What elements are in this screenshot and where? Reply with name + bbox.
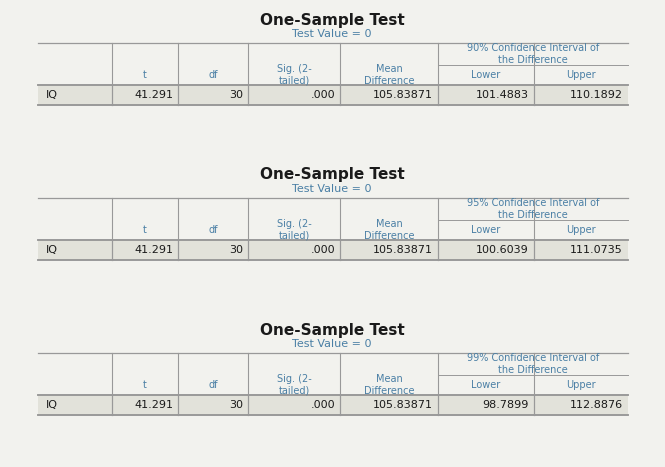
Text: IQ: IQ	[46, 400, 58, 410]
Text: df: df	[208, 70, 217, 80]
Text: Sig. (2-
tailed): Sig. (2- tailed)	[277, 64, 311, 86]
Text: 95% Confidence Interval of
the Difference: 95% Confidence Interval of the Differenc…	[467, 198, 599, 220]
Text: One-Sample Test: One-Sample Test	[259, 168, 404, 183]
Text: Test Value = 0: Test Value = 0	[292, 339, 372, 349]
Text: IQ: IQ	[46, 90, 58, 100]
Text: t: t	[143, 380, 147, 390]
Text: .000: .000	[311, 90, 335, 100]
Bar	[38, 240, 628, 260]
Bar	[38, 85, 628, 105]
Text: .000: .000	[311, 400, 335, 410]
Text: 105.83871: 105.83871	[373, 400, 433, 410]
Text: 110.1892: 110.1892	[570, 90, 623, 100]
Text: 105.83871: 105.83871	[373, 245, 433, 255]
Text: One-Sample Test: One-Sample Test	[259, 323, 404, 338]
Text: Lower: Lower	[471, 380, 501, 390]
Bar	[38, 395, 628, 415]
Text: 112.8876: 112.8876	[570, 400, 623, 410]
Text: Upper: Upper	[566, 225, 596, 235]
Text: Upper: Upper	[566, 380, 596, 390]
Text: Sig. (2-
tailed): Sig. (2- tailed)	[277, 374, 311, 396]
Text: IQ: IQ	[46, 245, 58, 255]
Text: 41.291: 41.291	[134, 245, 173, 255]
Text: t: t	[143, 70, 147, 80]
Text: Mean
Difference: Mean Difference	[364, 64, 414, 86]
Text: 98.7899: 98.7899	[483, 400, 529, 410]
Text: One-Sample Test: One-Sample Test	[259, 13, 404, 28]
Text: Mean
Difference: Mean Difference	[364, 219, 414, 241]
Text: 90% Confidence Interval of
the Difference: 90% Confidence Interval of the Differenc…	[467, 43, 599, 65]
Text: 111.0735: 111.0735	[571, 245, 623, 255]
Text: 41.291: 41.291	[134, 400, 173, 410]
Text: Mean
Difference: Mean Difference	[364, 374, 414, 396]
Text: Test Value = 0: Test Value = 0	[292, 29, 372, 39]
Text: 30: 30	[229, 245, 243, 255]
Text: Lower: Lower	[471, 70, 501, 80]
Text: df: df	[208, 225, 217, 235]
Text: 30: 30	[229, 90, 243, 100]
Text: .000: .000	[311, 245, 335, 255]
Text: 41.291: 41.291	[134, 90, 173, 100]
Text: Test Value = 0: Test Value = 0	[292, 184, 372, 194]
Text: Upper: Upper	[566, 70, 596, 80]
Text: 99% Confidence Interval of
the Difference: 99% Confidence Interval of the Differenc…	[467, 353, 599, 375]
Text: df: df	[208, 380, 217, 390]
Text: 105.83871: 105.83871	[373, 90, 433, 100]
Text: 30: 30	[229, 400, 243, 410]
Text: 100.6039: 100.6039	[476, 245, 529, 255]
Text: Lower: Lower	[471, 225, 501, 235]
Text: t: t	[143, 225, 147, 235]
Text: Sig. (2-
tailed): Sig. (2- tailed)	[277, 219, 311, 241]
Text: 101.4883: 101.4883	[476, 90, 529, 100]
